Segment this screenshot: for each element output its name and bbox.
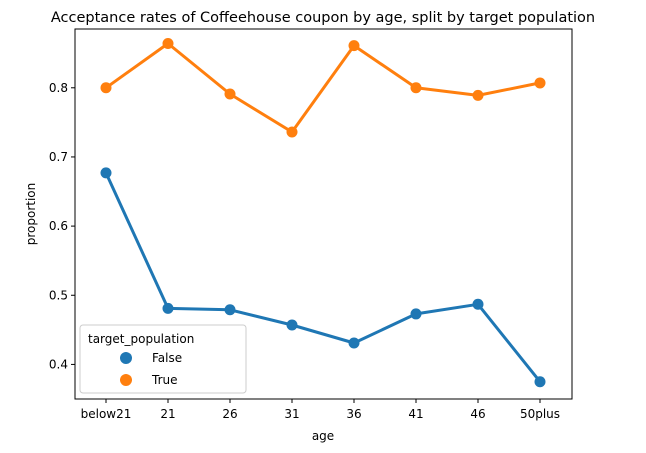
- data-point-true: [348, 40, 360, 52]
- data-point-false: [286, 319, 298, 331]
- data-point-true: [162, 38, 174, 50]
- legend-label-true: True: [151, 373, 178, 387]
- y-tick-label: 0.8: [49, 81, 68, 95]
- legend-title: target_population: [88, 332, 194, 346]
- data-point-false: [410, 308, 422, 320]
- y-tick-label: 0.6: [49, 219, 68, 233]
- data-point-true: [224, 88, 236, 100]
- data-point-false: [162, 302, 174, 314]
- data-point-false: [348, 337, 360, 349]
- chart-title: Acceptance rates of Coffeehouse coupon b…: [51, 10, 595, 26]
- x-tick-label: 31: [284, 407, 299, 421]
- data-point-true: [534, 77, 546, 89]
- legend-marker-true: [120, 374, 132, 386]
- data-point-true: [286, 126, 298, 138]
- data-point-false: [472, 298, 484, 310]
- data-point-true: [100, 82, 112, 94]
- plot-frame: [74, 28, 573, 400]
- data-point-false: [534, 376, 546, 388]
- legend-marker-false: [120, 352, 132, 364]
- y-tick-label: 0.5: [49, 288, 68, 302]
- x-tick-label: 50plus: [520, 407, 560, 421]
- legend: target_population False True: [79, 324, 247, 394]
- legend-label-false: False: [152, 351, 182, 365]
- x-tick-label: 41: [408, 407, 423, 421]
- x-axis-label: age: [312, 429, 334, 443]
- x-tick-label: 21: [160, 407, 175, 421]
- y-tick-label: 0.7: [49, 150, 68, 164]
- data-point-false: [224, 304, 236, 316]
- x-tick-label: 36: [346, 407, 361, 421]
- x-tick-label: below21: [81, 407, 132, 421]
- plot-area: 0.4 0.5 0.6 0.7 0.8 below21 21 26 31 36 41 46 50plus: [49, 38, 560, 421]
- legend-box: [79, 324, 247, 394]
- series-line-true: [104, 42, 542, 134]
- data-point-true: [472, 89, 484, 101]
- data-point-false: [100, 167, 112, 179]
- x-tick-label: 26: [222, 407, 237, 421]
- data-point-true: [410, 82, 422, 94]
- series-line-false: [104, 171, 542, 384]
- x-tick-label: 46: [470, 407, 485, 421]
- y-tick-label: 0.4: [49, 357, 68, 371]
- y-axis-label: proportion: [24, 183, 38, 246]
